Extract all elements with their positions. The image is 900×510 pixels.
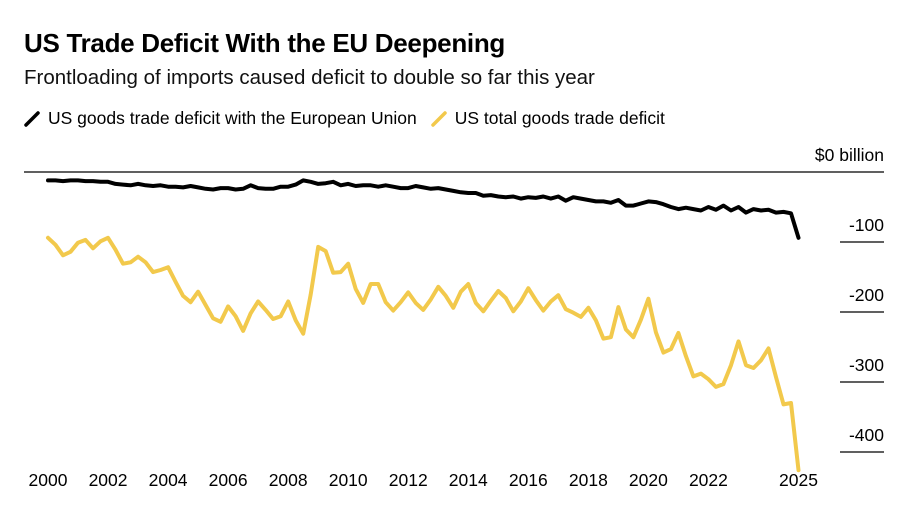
x-tick-label-5: 2010 <box>329 470 368 490</box>
y-tick-label-4: -400 <box>849 425 884 445</box>
x-tick-label-7: 2014 <box>449 470 488 490</box>
legend-label-eu: US goods trade deficit with the European… <box>48 108 417 128</box>
x-tick-label-3: 2006 <box>209 470 248 490</box>
series-line-0 <box>46 178 801 240</box>
y-tick-label-0: $0 billion <box>815 145 884 165</box>
legend-swatch-total-line <box>430 110 447 127</box>
x-tick-label-10: 2020 <box>629 470 668 490</box>
y-tick-label-3: -300 <box>849 355 884 375</box>
legend-swatch-total <box>430 110 447 127</box>
chart-subtitle: Frontloading of imports caused deficit t… <box>24 66 595 89</box>
x-tick-label-1: 2002 <box>89 470 128 490</box>
legend-item-eu: US goods trade deficit with the European… <box>24 108 417 129</box>
x-tick-label-0: 2000 <box>29 470 68 490</box>
legend: US goods trade deficit with the European… <box>24 108 679 129</box>
x-tick-label-9: 2018 <box>569 470 608 490</box>
legend-swatch-eu <box>24 110 40 127</box>
x-tick-label-8: 2016 <box>509 470 548 490</box>
chart-title: US Trade Deficit With the EU Deepening <box>24 28 505 58</box>
x-tick-label-6: 2012 <box>389 470 428 490</box>
legend-item-total: US total goods trade deficit <box>430 108 665 129</box>
y-tick-label-1: -100 <box>849 215 884 235</box>
series-line-1 <box>46 235 801 473</box>
x-tick-label-2: 2004 <box>149 470 188 490</box>
y-tick-label-2: -200 <box>849 285 884 305</box>
x-tick-label-11: 2022 <box>689 470 728 490</box>
legend-label-total: US total goods trade deficit <box>454 108 665 128</box>
x-tick-label-12: 2025 <box>779 470 818 490</box>
x-tick-label-4: 2008 <box>269 470 308 490</box>
legend-swatch-eu-line <box>24 110 40 127</box>
